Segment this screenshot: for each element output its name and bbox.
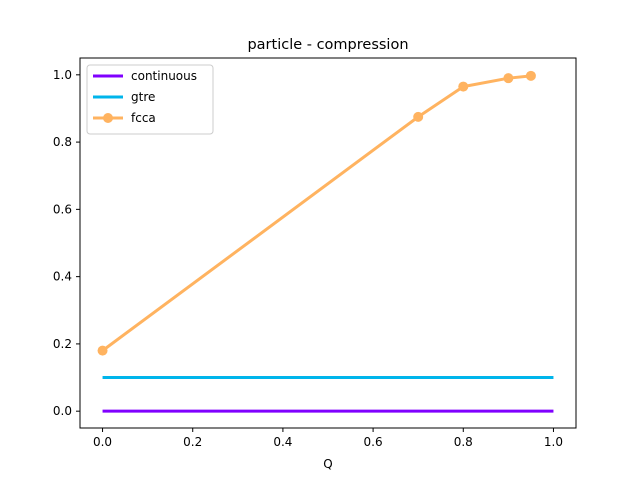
x-tick-label: 0.2 [183, 435, 202, 449]
x-tick-label: 1.0 [544, 435, 563, 449]
y-tick-label: 0.4 [53, 270, 72, 284]
y-axis: 0.0 0.2 0.4 0.6 0.8 1.0 [53, 68, 80, 418]
x-tick-label: 0.8 [454, 435, 473, 449]
legend-marker-fcca [103, 113, 113, 123]
series-layer [97, 70, 554, 413]
plot-frame [79, 57, 577, 429]
data-point-fcca [413, 111, 424, 122]
legend-label-fcca: fcca [131, 111, 156, 125]
y-tick-label: 0.0 [53, 404, 72, 418]
legend: continuous gtre fcca [86, 64, 214, 135]
x-axis: 0.0 0.2 0.4 0.6 0.8 1.0 [93, 428, 563, 449]
data-point-fcca [97, 345, 108, 356]
legend-label-continuous: continuous [131, 69, 197, 83]
y-tick-label: 0.8 [53, 135, 72, 149]
x-tick-label: 0.0 [93, 435, 112, 449]
x-tick-label: 0.6 [364, 435, 383, 449]
data-point-fcca [458, 81, 469, 92]
x-axis-label: Q [323, 457, 332, 471]
y-tick-label: 0.6 [53, 202, 72, 216]
x-tick-label: 0.4 [273, 435, 292, 449]
y-tick-label: 1.0 [53, 68, 72, 82]
y-tick-label: 0.2 [53, 337, 72, 351]
chart-title: particle - compression [247, 37, 408, 53]
data-point-fcca [525, 70, 536, 81]
legend-label-gtre: gtre [131, 90, 155, 104]
data-point-fcca [503, 73, 514, 84]
